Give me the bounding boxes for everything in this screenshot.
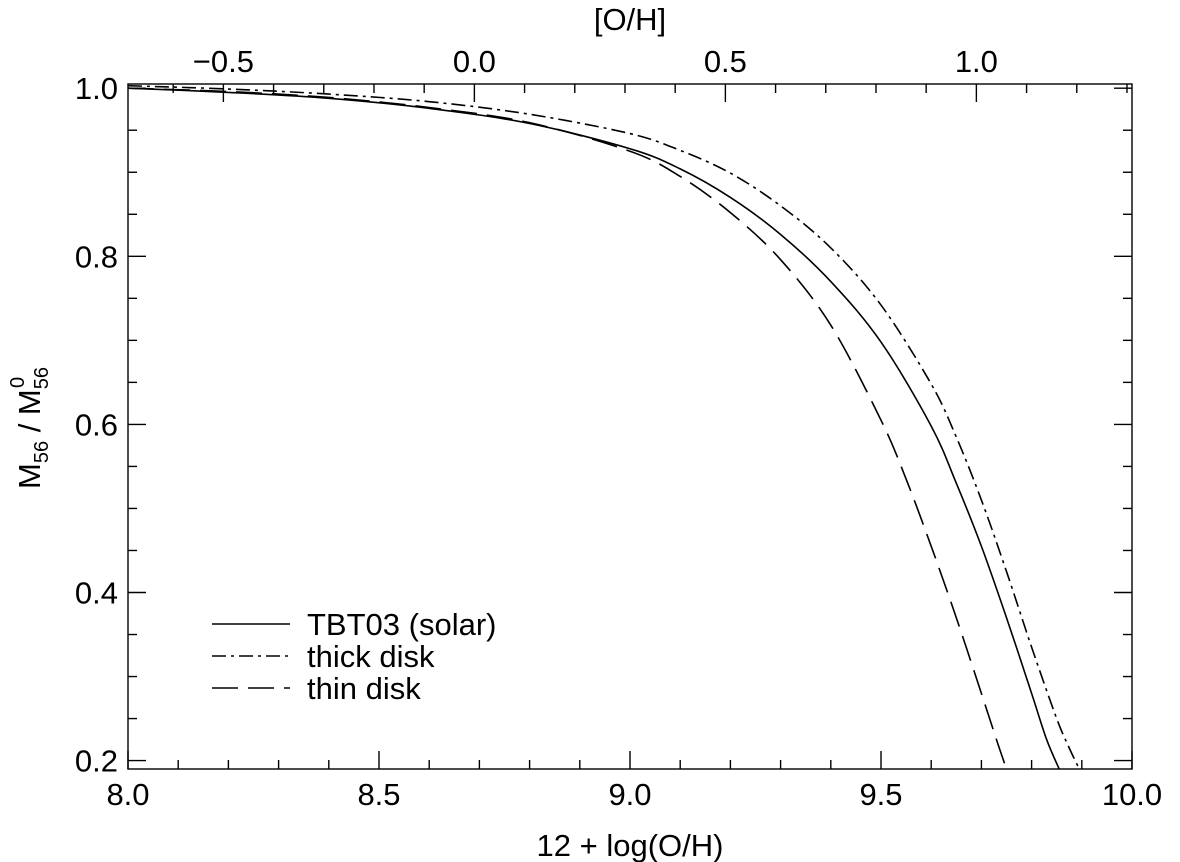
legend-label: thin disk [307, 671, 421, 706]
y-tick-label: 0.2 [75, 744, 118, 779]
y-tick-label: 0.6 [75, 407, 118, 442]
legend-label: thick disk [307, 639, 435, 674]
y-tick-label: 1.0 [75, 71, 118, 106]
y-title-sup2: 0 [7, 377, 29, 388]
axis-ticks [127, 84, 1133, 769]
x2-tick-label: 0.0 [453, 44, 496, 79]
y-axis-title: M56 / M560 [7, 367, 53, 489]
y-tick-label: 0.8 [75, 239, 118, 274]
y-title-prefix: M [12, 463, 47, 489]
x-tick-label: 10.0 [1102, 777, 1162, 812]
x2-axis-title: [O/H] [594, 2, 666, 37]
plot-frame [127, 83, 1133, 770]
x-tick-label: 9.0 [608, 777, 651, 812]
y-title-sub: 56 [31, 441, 53, 463]
x2-tick-label: 0.5 [704, 44, 747, 79]
x-axis-title: 12 + log(O/H) [537, 828, 724, 862]
y-tick-label: 0.4 [75, 575, 118, 610]
y-title-sub2: 56 [31, 367, 53, 389]
x2-tick-label: 1.0 [955, 44, 998, 79]
series-line-1 [127, 84, 1081, 770]
x2-tick-label: −0.5 [193, 44, 254, 79]
x-tick-label: 9.5 [859, 777, 902, 812]
x-tick-label: 8.0 [106, 777, 149, 812]
series-lines [127, 84, 1081, 770]
legend-label: TBT03 (solar) [307, 607, 496, 642]
series-line-2 [127, 87, 1008, 770]
series-line-0 [127, 87, 1060, 770]
axis-tick-labels: 8.0 8.5 9.0 9.5 10.0 −0.5 0.0 0.5 1.0 0.2 0.4 0.6 0.… [75, 44, 1162, 812]
x-tick-label: 8.5 [357, 777, 400, 812]
y-title-middle: / M [12, 389, 47, 441]
